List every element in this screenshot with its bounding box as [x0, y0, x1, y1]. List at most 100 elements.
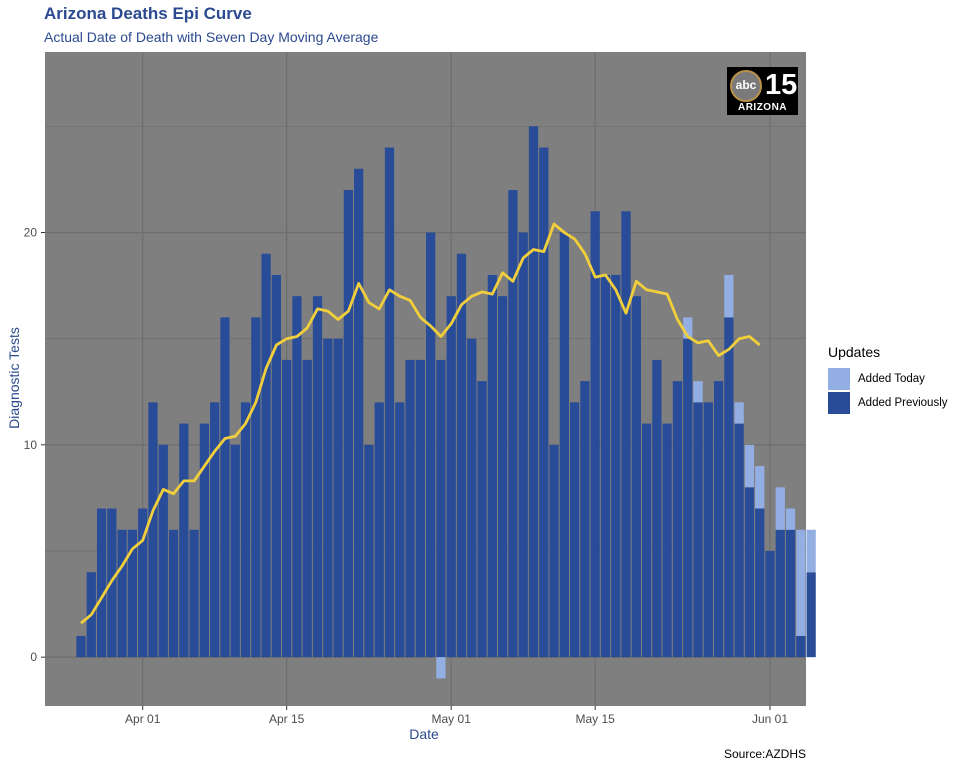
bar-added-previously: [96, 508, 107, 658]
bar-added-previously: [199, 423, 210, 658]
bar-added-previously: [528, 126, 539, 658]
legend-title: Updates: [828, 344, 881, 360]
bar-added-today: [693, 381, 703, 403]
abc15-logo: abc 15 ARIZONA: [727, 67, 798, 115]
bar-added-previously: [364, 444, 374, 658]
bar-added-today: [785, 508, 796, 530]
bar-added-previously: [611, 274, 621, 658]
x-tick-label: Jun 01: [752, 712, 788, 726]
bar-added-previously: [477, 381, 487, 658]
x-tick-label: May 01: [432, 712, 472, 726]
bar-added-previously: [621, 211, 631, 658]
bar-added-previously: [487, 274, 497, 658]
bar-added-previously: [806, 572, 816, 658]
bar-added-previously: [158, 444, 168, 658]
bar-added-previously: [76, 635, 86, 658]
bar-added-today: [806, 529, 816, 573]
bar-added-today: [744, 444, 755, 488]
bar-added-previously: [508, 190, 518, 658]
y-tick-label: 20: [24, 225, 38, 239]
bar-added-previously: [312, 296, 323, 658]
bar-added-previously: [117, 529, 127, 658]
x-tick-label: Apr 15: [269, 712, 305, 726]
bar-added-previously: [148, 402, 158, 658]
bar-added-previously: [518, 232, 528, 658]
bar-added-previously: [559, 232, 569, 658]
bar-added-previously: [755, 508, 765, 658]
bar-added-previously: [631, 296, 641, 658]
bar-added-previously: [292, 296, 302, 658]
bar-added-previously: [713, 381, 724, 658]
bar-added-previously: [426, 232, 436, 658]
bar-added-previously: [240, 402, 251, 658]
chart-subtitle: Actual Date of Death with Seven Day Movi…: [44, 29, 379, 45]
bar-added-previously: [703, 402, 713, 658]
bar-added-today: [436, 657, 446, 679]
bar-added-previously: [179, 423, 189, 658]
moving-average-line: [80, 222, 761, 625]
bar-added-today: [755, 466, 765, 509]
bar-added-previously: [384, 147, 395, 658]
legend-swatch-added-today: [828, 368, 850, 390]
y-tick-label: 0: [30, 650, 37, 664]
legend-label-added-today: Added Today: [858, 373, 925, 385]
bar-added-today: [775, 487, 785, 530]
logo-state: ARIZONA: [737, 102, 788, 113]
bar-added-previously: [168, 529, 179, 658]
x-axis-ticks: Apr 01 Apr 15 May 01 May 15 Jun 01: [125, 706, 788, 726]
bar-added-previously: [251, 317, 261, 658]
x-tick-label: May 15: [576, 712, 616, 726]
bar-added-previously: [446, 296, 456, 658]
bar-added-previously: [498, 296, 508, 658]
bar-added-previously: [220, 317, 230, 658]
bar-added-previously: [785, 529, 796, 658]
abc-logo-circle: abc: [730, 70, 762, 102]
bar-added-previously: [467, 338, 477, 658]
bar-added-today: [734, 402, 744, 424]
bar-added-previously: [395, 402, 405, 658]
bar-added-previously: [261, 253, 271, 658]
y-axis-ticks: 0 10 20: [24, 225, 45, 664]
y-axis-title: Diagnostic Tests: [6, 327, 22, 429]
bar-added-previously: [580, 381, 590, 658]
bar-added-previously: [230, 444, 240, 658]
bar-added-previously: [775, 529, 785, 658]
bar-added-previously: [343, 190, 353, 658]
bar-added-previously: [302, 359, 312, 658]
bar-added-today: [796, 529, 806, 636]
bar-added-today: [724, 274, 734, 318]
bar-added-previously: [539, 147, 549, 658]
source-note: Source:AZDHS: [723, 747, 806, 761]
bar-added-previously: [724, 317, 734, 658]
bars-layer: [76, 126, 816, 679]
bar-added-previously: [549, 444, 559, 658]
bar-added-previously: [436, 359, 446, 658]
bar-added-previously: [693, 402, 703, 658]
legend-label-added-previously: Added Previously: [858, 397, 948, 409]
legend-item-added-today: Added Today: [828, 367, 948, 391]
bar-added-previously: [796, 635, 806, 658]
bar-added-previously: [662, 423, 672, 658]
bar-added-previously: [271, 274, 282, 658]
legend-item-added-previously: Added Previously: [828, 391, 948, 415]
bar-added-previously: [569, 402, 580, 658]
bar-added-previously: [323, 338, 333, 658]
bar-added-previously: [672, 381, 683, 658]
bar-added-previously: [333, 338, 343, 658]
bar-added-previously: [415, 359, 425, 658]
bar-added-previously: [282, 359, 292, 658]
bar-added-previously: [354, 168, 364, 658]
bar-added-previously: [127, 529, 138, 658]
bar-added-previously: [734, 423, 744, 658]
x-axis-title: Date: [409, 726, 439, 742]
y-tick-label: 10: [24, 438, 38, 452]
bar-added-previously: [600, 274, 611, 658]
legend-swatch-added-previously: [828, 392, 850, 414]
legend: Updates Added Today Added Previously: [828, 344, 948, 415]
bar-added-previously: [456, 253, 467, 658]
bar-added-previously: [405, 359, 415, 658]
bar-added-previously: [374, 402, 384, 658]
channel-number: 15: [765, 69, 798, 101]
bar-added-today: [683, 317, 693, 339]
